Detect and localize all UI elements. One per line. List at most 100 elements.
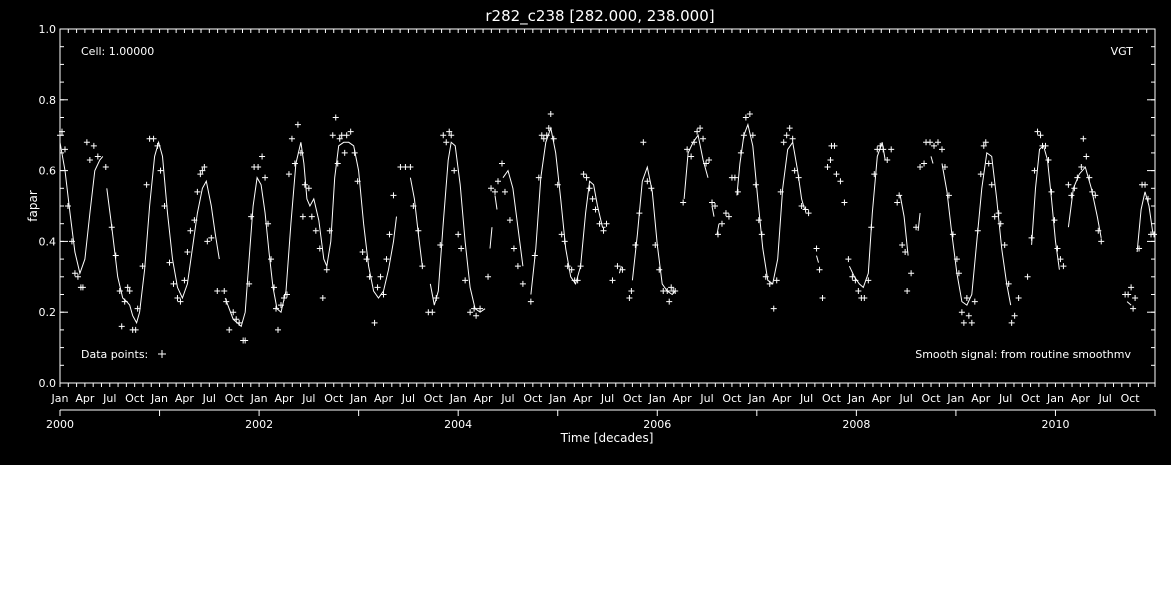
- x-month-label: Jan: [349, 392, 367, 405]
- data-point: [1080, 135, 1087, 142]
- data-point: [58, 128, 65, 135]
- data-point: [332, 114, 339, 121]
- x-month-label: Jul: [799, 392, 813, 405]
- data-point: [246, 280, 253, 287]
- x-axis: Jan Apr Jul Oct Jan Apr Jul Oct Jan Apr Jul Oct Jan A…: [46, 29, 1156, 431]
- data-point: [648, 185, 655, 192]
- data-point: [991, 213, 998, 220]
- data-point: [547, 110, 554, 117]
- data-point: [1008, 319, 1015, 326]
- data-point: [74, 273, 81, 280]
- data-point: [57, 132, 63, 139]
- data-point: [61, 146, 68, 153]
- data-point: [583, 174, 590, 181]
- data-point: [896, 192, 903, 199]
- data-point: [132, 326, 139, 333]
- x-month-label: Jul: [500, 392, 514, 405]
- data-point: [187, 227, 194, 234]
- data-point: [448, 132, 455, 139]
- data-point: [938, 146, 945, 153]
- y-tick-label: 0.8: [39, 94, 57, 107]
- x-month-label: Oct: [424, 392, 444, 405]
- data-point: [312, 227, 319, 234]
- data-point: [527, 298, 534, 305]
- data-point: [351, 149, 358, 156]
- data-point: [849, 273, 856, 280]
- data-point: [326, 227, 333, 234]
- data-point: [86, 156, 93, 163]
- data-point: [1089, 188, 1096, 195]
- data-point: [204, 238, 211, 245]
- data-point: [827, 156, 834, 163]
- x-month-label: Jul: [998, 392, 1012, 405]
- x-month-label: Jan: [548, 392, 566, 405]
- x-month-label: Jul: [1098, 392, 1112, 405]
- data-point: [988, 181, 995, 188]
- x-month-label: Apr: [274, 392, 294, 405]
- data-point: [1060, 263, 1067, 270]
- data-point: [1086, 174, 1093, 181]
- data-point: [90, 142, 97, 149]
- data-point: [242, 337, 249, 344]
- data-point: [294, 121, 301, 128]
- series-layer: [57, 110, 1157, 344]
- data-point: [1098, 238, 1105, 245]
- data-point: [749, 132, 756, 139]
- x-month-label: Oct: [125, 392, 145, 405]
- data-point: [71, 270, 78, 277]
- x-axis-label: Time [decades]: [560, 431, 654, 445]
- data-point: [236, 319, 243, 326]
- x-month-label: Oct: [225, 392, 245, 405]
- data-point: [83, 139, 90, 146]
- data-point: [214, 287, 221, 294]
- data-point: [833, 171, 840, 178]
- data-point: [868, 224, 875, 231]
- data-point: [1095, 227, 1102, 234]
- data-point: [341, 149, 348, 156]
- data-point: [755, 217, 762, 224]
- data-point: [762, 273, 769, 280]
- data-point: [301, 181, 308, 188]
- data-point: [700, 135, 707, 142]
- sensor-annotation: VGT: [1111, 45, 1134, 58]
- smooth-signal-segment: [711, 205, 715, 217]
- data-point: [1151, 231, 1157, 238]
- data-point: [166, 259, 173, 266]
- data-point: [371, 319, 378, 326]
- data-point: [319, 295, 326, 302]
- data-point: [477, 305, 484, 312]
- data-point: [644, 178, 651, 185]
- x-month-label: Apr: [673, 392, 693, 405]
- data-point: [1083, 153, 1090, 160]
- data-point: [1001, 241, 1008, 248]
- data-point: [974, 227, 981, 234]
- data-point: [354, 178, 361, 185]
- data-point: [718, 220, 725, 227]
- x-month-label: Apr: [872, 392, 892, 405]
- data-point: [433, 295, 440, 302]
- smooth-signal-segment: [502, 169, 524, 267]
- data-point: [68, 238, 75, 245]
- x-year-label: 2010: [1041, 418, 1069, 431]
- x-month-label: Jan: [51, 392, 69, 405]
- data-point: [462, 277, 469, 284]
- data-point: [415, 227, 422, 234]
- data-point: [652, 241, 659, 248]
- data-point: [255, 164, 262, 171]
- x-month-label: Jan: [449, 392, 467, 405]
- data-point: [558, 231, 565, 238]
- data-point: [273, 305, 280, 312]
- data-point: [336, 135, 343, 142]
- data-point: [134, 305, 141, 312]
- data-point: [446, 128, 453, 135]
- data-point: [1028, 234, 1035, 241]
- data-point: [467, 309, 474, 316]
- data-point: [184, 249, 191, 256]
- data-point: [805, 210, 812, 217]
- data-point: [712, 203, 719, 209]
- x-month-label: Apr: [474, 392, 494, 405]
- data-point: [118, 323, 125, 330]
- data-point: [498, 160, 505, 167]
- data-point: [102, 164, 109, 171]
- data-point: [510, 245, 517, 252]
